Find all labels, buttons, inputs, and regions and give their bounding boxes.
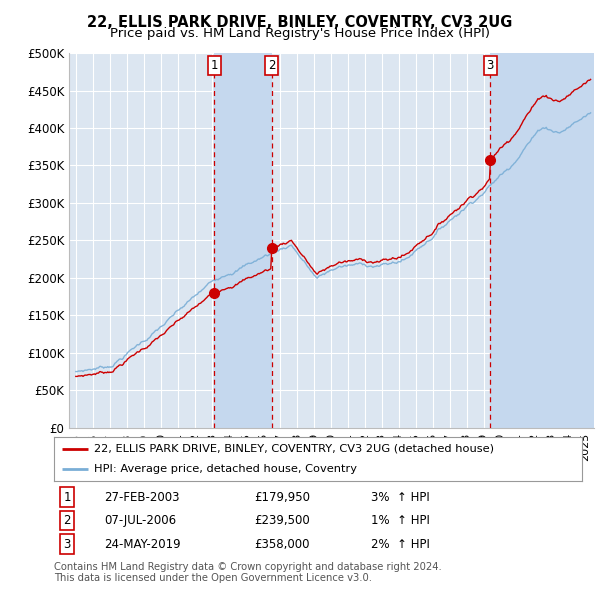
Text: 3: 3 xyxy=(487,59,494,72)
Text: £179,950: £179,950 xyxy=(254,490,311,504)
Text: 2: 2 xyxy=(268,59,275,72)
Text: £358,000: £358,000 xyxy=(254,537,310,551)
Text: 22, ELLIS PARK DRIVE, BINLEY, COVENTRY, CV3 2UG: 22, ELLIS PARK DRIVE, BINLEY, COVENTRY, … xyxy=(88,15,512,30)
Text: 07-JUL-2006: 07-JUL-2006 xyxy=(104,514,176,527)
Text: 1: 1 xyxy=(64,490,71,504)
Text: 2%  ↑ HPI: 2% ↑ HPI xyxy=(371,537,430,551)
Bar xyxy=(214,53,272,428)
Text: HPI: Average price, detached house, Coventry: HPI: Average price, detached house, Cove… xyxy=(94,464,356,474)
Text: 1%  ↑ HPI: 1% ↑ HPI xyxy=(371,514,430,527)
Text: 27-FEB-2003: 27-FEB-2003 xyxy=(104,490,179,504)
Text: 3: 3 xyxy=(64,537,71,551)
Text: 22, ELLIS PARK DRIVE, BINLEY, COVENTRY, CV3 2UG (detached house): 22, ELLIS PARK DRIVE, BINLEY, COVENTRY, … xyxy=(94,444,494,454)
Text: £239,500: £239,500 xyxy=(254,514,310,527)
Text: 3%  ↑ HPI: 3% ↑ HPI xyxy=(371,490,430,504)
Text: 1: 1 xyxy=(211,59,218,72)
Text: 2: 2 xyxy=(64,514,71,527)
Bar xyxy=(490,53,594,428)
Text: Price paid vs. HM Land Registry's House Price Index (HPI): Price paid vs. HM Land Registry's House … xyxy=(110,27,490,40)
Text: 24-MAY-2019: 24-MAY-2019 xyxy=(104,537,181,551)
Text: Contains HM Land Registry data © Crown copyright and database right 2024.
This d: Contains HM Land Registry data © Crown c… xyxy=(54,562,442,584)
